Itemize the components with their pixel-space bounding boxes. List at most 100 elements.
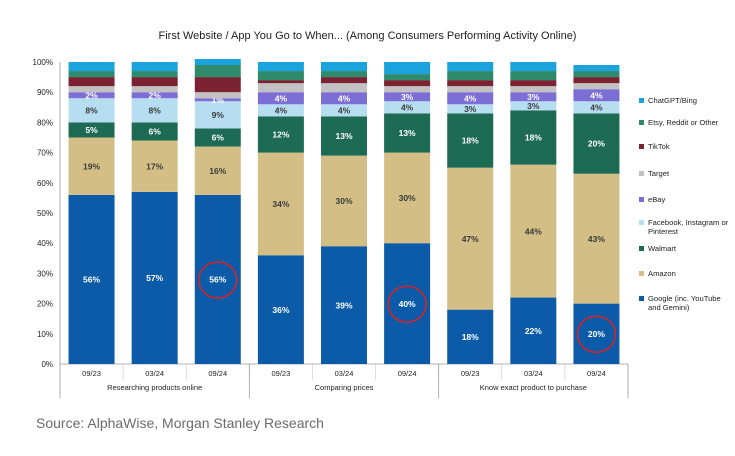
data-label: 34% [272,199,289,209]
data-label: 18% [525,133,542,143]
x-tick-label: 09/23 [271,369,290,378]
bar-segment [68,194,115,364]
data-label: 2% [85,90,98,100]
bar-segment [257,83,304,93]
bar-segment [447,80,494,87]
bar-segment [384,86,431,93]
data-label: 4% [275,93,288,103]
data-label: 40% [399,299,416,309]
bar-segment [257,80,304,84]
legend-item: Walmart [639,244,732,253]
bar-segment [194,146,241,195]
legend-item: Facebook, Instagram or Pinterest [639,218,732,236]
bar-segment [68,92,115,99]
bar-segment [321,62,367,72]
legend-swatch [639,144,644,149]
chart-title: First Website / App You Go to When... (A… [158,30,577,42]
legend-swatch [639,98,644,103]
bar-segment [321,104,367,117]
legend-item: TikTok [639,142,732,151]
bar-segment [68,86,115,93]
bar-segment [68,122,115,138]
data-label: 6% [149,127,162,137]
x-tick-label: 09/23 [461,369,480,378]
bar-segment [573,173,620,304]
data-label: 19% [83,161,100,171]
data-label: 3% [401,92,414,102]
bar-segment [510,80,557,87]
legend-item: Etsy, Reddit or Other [639,118,732,127]
bar-segment [447,71,494,81]
data-label: 3% [527,92,540,102]
bar-segment [321,83,367,93]
x-tick-label: 09/24 [208,369,227,378]
legend-item: eBay [639,195,732,204]
bar-segment [131,122,178,141]
bar-segment [573,113,620,174]
legend-label: eBay [648,195,666,204]
data-label: 4% [590,103,603,113]
legend-label: Target [648,169,670,178]
legend-swatch [639,220,644,225]
data-label: 20% [588,139,605,149]
y-tick-label: 20% [37,300,53,309]
legend-label: TikTok [648,142,670,151]
data-label: 8% [85,106,98,116]
bar-segment [510,92,557,102]
data-label: 17% [146,161,163,171]
bar-segment [131,62,178,72]
bar-segment [510,86,557,93]
bar-segment [131,140,178,192]
bar-segment [131,92,178,99]
bar-segment [194,128,241,147]
x-tick-label: 09/23 [82,369,101,378]
bar-segment [321,246,367,364]
legend-swatch [639,246,644,251]
bar-segment [510,164,557,298]
x-tick-label: 09/24 [398,369,417,378]
data-label: 2% [149,90,162,100]
bar-segment [321,71,367,78]
bar-segment [384,113,431,153]
data-label: 44% [525,226,542,236]
bar-segment [194,92,241,99]
x-tick-label: 03/24 [335,369,354,378]
bar-segment [447,86,494,93]
bar-segment [447,104,494,114]
data-label: 39% [335,300,352,310]
data-label: 4% [590,90,603,100]
data-label: 4% [401,103,414,113]
bar-segment [447,113,494,168]
data-label: 4% [338,93,351,103]
data-label: 16% [209,166,226,176]
data-label: 6% [212,133,225,143]
legend-swatch [639,271,644,276]
bar-segment [194,58,241,66]
bar-segment [573,101,620,114]
source-note: Source: AlphaWise, Morgan Stanley Resear… [36,415,324,431]
data-label: 20% [588,329,605,339]
bar-segment [573,71,620,78]
bar-segment [447,62,494,72]
bar-segment [384,62,431,75]
y-tick-label: 30% [37,269,53,278]
data-label: 9% [212,110,225,120]
bar-segment [447,167,494,310]
legend-label: Google (inc. YouTube and Gemini) [648,294,721,312]
bar-segment [131,86,178,93]
bar-segment [573,65,620,72]
bar-segment [384,101,431,114]
y-tick-label: 40% [37,239,53,248]
highlight-circle [198,261,238,299]
bar-segment [384,243,431,364]
group-label: Know exact product to purchase [480,383,587,392]
data-label: 5% [85,125,98,135]
bar-segment [257,71,304,81]
bar-segment [447,92,494,105]
bar-segment [194,194,241,364]
bar-segment [68,137,115,195]
bar-segment [194,77,241,93]
bar-segment [510,110,557,165]
data-label: 30% [399,193,416,203]
